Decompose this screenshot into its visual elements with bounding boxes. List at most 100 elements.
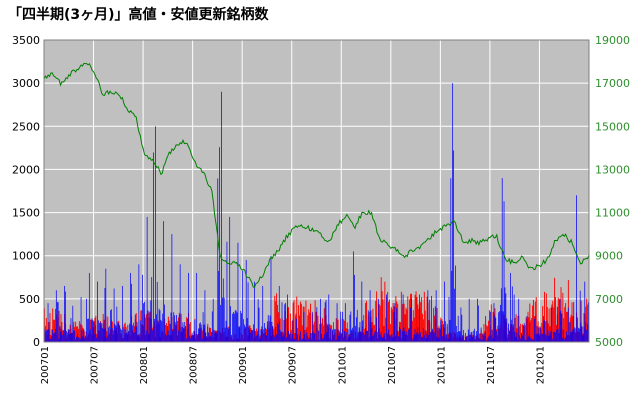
high-bar	[320, 298, 321, 342]
low-bar	[433, 308, 434, 342]
low-bar	[409, 299, 411, 342]
high-bar	[499, 311, 500, 342]
high-bar	[526, 316, 528, 342]
high-bar	[276, 334, 277, 342]
high-bar	[86, 298, 87, 342]
high-bar	[170, 312, 172, 342]
high-bar	[348, 336, 350, 342]
low-bar	[195, 334, 197, 342]
high-bar	[391, 334, 393, 342]
high-bar	[144, 334, 146, 342]
low-bar	[315, 311, 317, 342]
high-bar	[215, 330, 217, 342]
low-bar	[94, 318, 96, 342]
high-bar	[331, 339, 332, 342]
high-bar	[133, 332, 135, 342]
high-bar	[93, 322, 95, 342]
high-bar	[555, 329, 557, 342]
high-bar	[483, 336, 485, 342]
high-bar	[253, 324, 254, 342]
y-right-tick-label: 13000	[595, 163, 630, 176]
low-bar	[400, 291, 402, 342]
high-bar	[257, 299, 259, 342]
high-bar	[382, 337, 384, 342]
high-bar	[448, 296, 450, 342]
low-bar	[490, 304, 492, 342]
low-bar	[514, 317, 516, 342]
high-bar	[372, 336, 374, 342]
high-bar	[517, 339, 519, 342]
high-bar	[411, 298, 412, 342]
high-bar	[375, 330, 376, 342]
low-bar	[177, 317, 179, 342]
nikkei-line	[43, 62, 590, 288]
low-bar	[310, 303, 311, 342]
high-bar	[105, 268, 107, 342]
high-bar	[256, 334, 258, 342]
high-bar	[78, 337, 80, 342]
high-bar	[355, 317, 357, 342]
high-bar	[292, 319, 294, 342]
high-bar	[233, 313, 235, 342]
low-bar	[79, 323, 81, 342]
high-bar	[464, 340, 465, 342]
high-bar	[588, 302, 589, 342]
high-bar	[556, 306, 558, 342]
high-bar	[262, 285, 264, 342]
low-bar	[55, 308, 56, 342]
high-bar	[346, 339, 348, 342]
high-bar	[539, 335, 541, 342]
high-bar	[272, 325, 274, 342]
high-bar	[294, 339, 296, 342]
low-bar	[527, 311, 529, 342]
high-bar	[63, 330, 64, 342]
high-bar	[381, 337, 383, 342]
low-bar	[587, 304, 589, 342]
high-bar	[183, 328, 185, 342]
high-bar	[367, 310, 369, 342]
high-bar	[84, 337, 86, 342]
high-bar	[47, 303, 49, 342]
high-bar	[295, 316, 297, 342]
high-bar	[121, 330, 122, 342]
high-bar	[55, 328, 56, 342]
high-bar	[189, 338, 191, 342]
high-bar	[506, 318, 508, 342]
low-bar	[486, 325, 488, 342]
high-bar	[318, 330, 320, 342]
high-bar	[388, 329, 389, 342]
high-bar	[466, 336, 467, 342]
high-bar	[184, 322, 186, 342]
low-bar	[532, 305, 534, 342]
high-bar	[265, 327, 266, 342]
high-bar	[384, 333, 386, 342]
high-bar	[562, 337, 564, 342]
high-bar	[434, 306, 436, 342]
y-right-tick-label: 7000	[595, 293, 623, 306]
high-bar	[143, 303, 144, 342]
high-bar	[157, 322, 159, 342]
high-bar	[117, 323, 119, 342]
high-bar	[120, 328, 121, 342]
high-bar	[455, 325, 457, 342]
high-bar	[77, 333, 78, 342]
high-bar	[491, 329, 493, 342]
high-bar	[127, 324, 129, 342]
high-bar	[315, 340, 317, 342]
low-bar	[145, 314, 147, 342]
high-bar	[469, 334, 471, 342]
low-bar	[165, 324, 167, 342]
low-bar	[403, 303, 405, 342]
high-bar	[203, 324, 205, 342]
x-tick-label: 201007	[387, 346, 398, 384]
low-bar	[188, 323, 190, 342]
low-bar	[529, 303, 531, 342]
high-bar	[584, 281, 586, 342]
high-bar	[313, 333, 315, 342]
high-bar	[461, 314, 463, 342]
high-bar	[80, 297, 82, 342]
low-bar	[343, 319, 345, 342]
high-bar	[490, 335, 492, 342]
high-bar	[497, 335, 498, 342]
